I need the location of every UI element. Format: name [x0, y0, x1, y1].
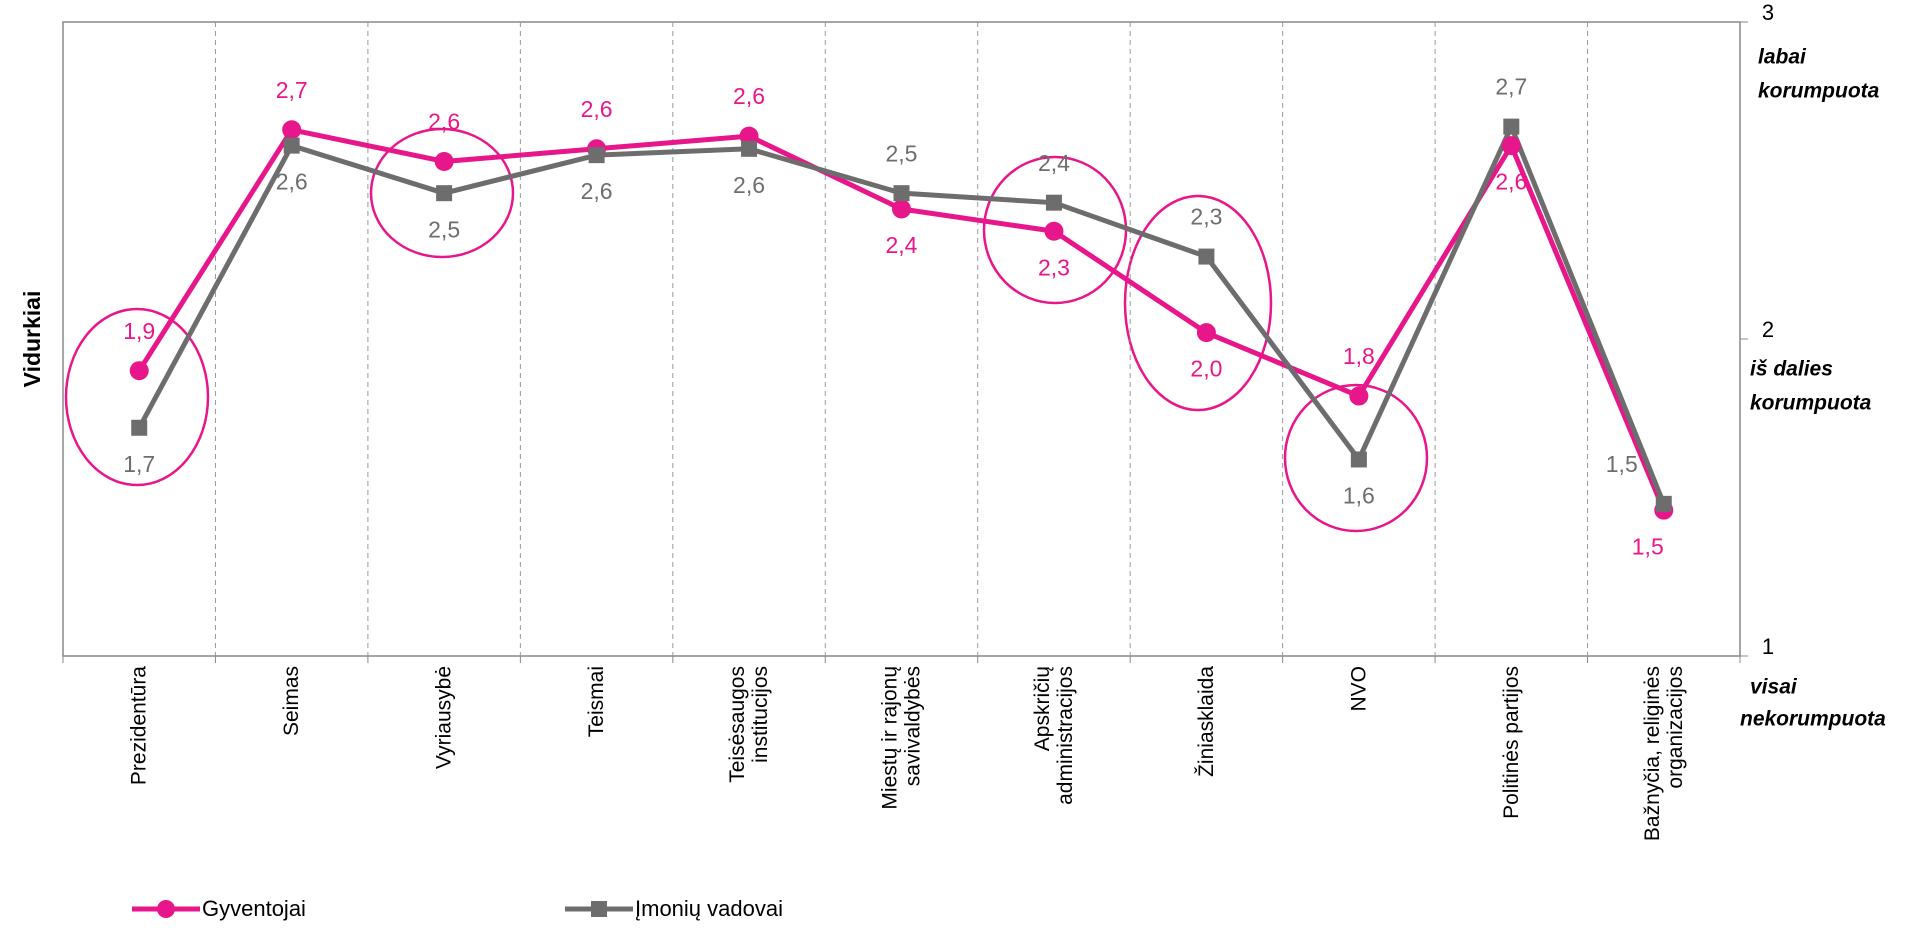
x-tick-label: Miestų ir rajonų savivaldybės [878, 666, 925, 810]
x-tick-label: Vyriausybė [432, 666, 456, 770]
highlight-ellipse [64, 307, 210, 487]
value-label: 1,8 [1343, 343, 1375, 369]
marker [1350, 451, 1367, 468]
value-label: 2,6 [581, 96, 613, 122]
marker [1655, 495, 1672, 512]
marker [588, 147, 605, 164]
marker [1503, 118, 1520, 135]
y-axis-label: Vidurkiai [19, 291, 45, 388]
value-label: 2,3 [1190, 204, 1222, 230]
legend-label: Įmonių vadovai [635, 896, 783, 921]
x-tick-label: Žiniasklaida [1194, 666, 1218, 777]
value-label: 2,7 [276, 77, 308, 103]
value-label: 1,5 [1632, 533, 1664, 559]
marker [741, 140, 758, 157]
value-label: 2,6 [733, 172, 765, 198]
highlight-ellipse [1283, 383, 1429, 533]
plot-frame [62, 21, 1741, 657]
marker [1501, 136, 1521, 156]
annotation: korumpuota [1750, 392, 1872, 415]
value-label: 2,5 [886, 140, 918, 166]
marker [1349, 386, 1369, 406]
value-label: 2,6 [276, 169, 308, 195]
annotation: korumpuota [1758, 80, 1880, 103]
highlight-ellipse [369, 127, 515, 259]
marker [131, 419, 148, 436]
value-label: 1,6 [1343, 483, 1375, 509]
marker [129, 361, 149, 381]
x-tick-label: Prezidentūra [127, 666, 151, 786]
marker [1198, 248, 1215, 265]
annotation: nekorumpuota [1740, 708, 1886, 731]
marker [282, 120, 302, 140]
marker [893, 185, 910, 202]
annotation: iš dalies [1750, 358, 1833, 381]
annotation: visai [1750, 676, 1798, 699]
value-label: 2,6 [428, 109, 460, 135]
x-tick-label: Teisėsaugos institucijos [726, 666, 773, 783]
value-label: 2,4 [886, 232, 918, 258]
value-label: 1,9 [123, 318, 155, 344]
x-tick-label: Teismai [585, 666, 609, 738]
legend-label: Gyventojai [202, 896, 306, 921]
legend-swatch [565, 901, 633, 917]
x-tick-label: NVO [1347, 666, 1371, 712]
value-label: 2,4 [1038, 150, 1070, 176]
x-tick-label: Apskričių administracijos [1030, 666, 1077, 805]
legend-item: Įmonių vadovai [563, 896, 783, 922]
x-tick-label: Bažnyčia, religinės organizacijos [1640, 666, 1687, 842]
y-tick-label: 2 [1762, 317, 1774, 342]
highlight-ellipse [1123, 194, 1273, 412]
marker [283, 137, 300, 154]
value-label: 2,6 [581, 178, 613, 204]
marker [892, 199, 911, 219]
marker [1044, 221, 1064, 241]
y-tick-label: 1 [1762, 634, 1774, 659]
marker [436, 185, 453, 202]
value-label: 2,3 [1038, 254, 1070, 280]
y-tick-label: 3 [1762, 0, 1774, 25]
x-tick-label: Politinės partijos [1499, 666, 1523, 819]
legend-swatch [132, 900, 200, 918]
legend-item: Gyventojai [130, 896, 306, 922]
marker [434, 151, 454, 171]
marker [1045, 194, 1062, 211]
value-label: 2,5 [428, 216, 460, 242]
annotation: labai [1758, 46, 1807, 69]
value-label: 2,6 [733, 83, 765, 109]
value-label: 2,0 [1190, 356, 1222, 382]
value-label: 2,6 [1495, 169, 1527, 195]
value-label: 2,7 [1495, 74, 1527, 100]
value-label: 1,5 [1606, 451, 1638, 477]
x-tick-label: Seimas [280, 666, 304, 737]
value-label: 1,7 [123, 451, 155, 477]
marker [1196, 323, 1216, 343]
